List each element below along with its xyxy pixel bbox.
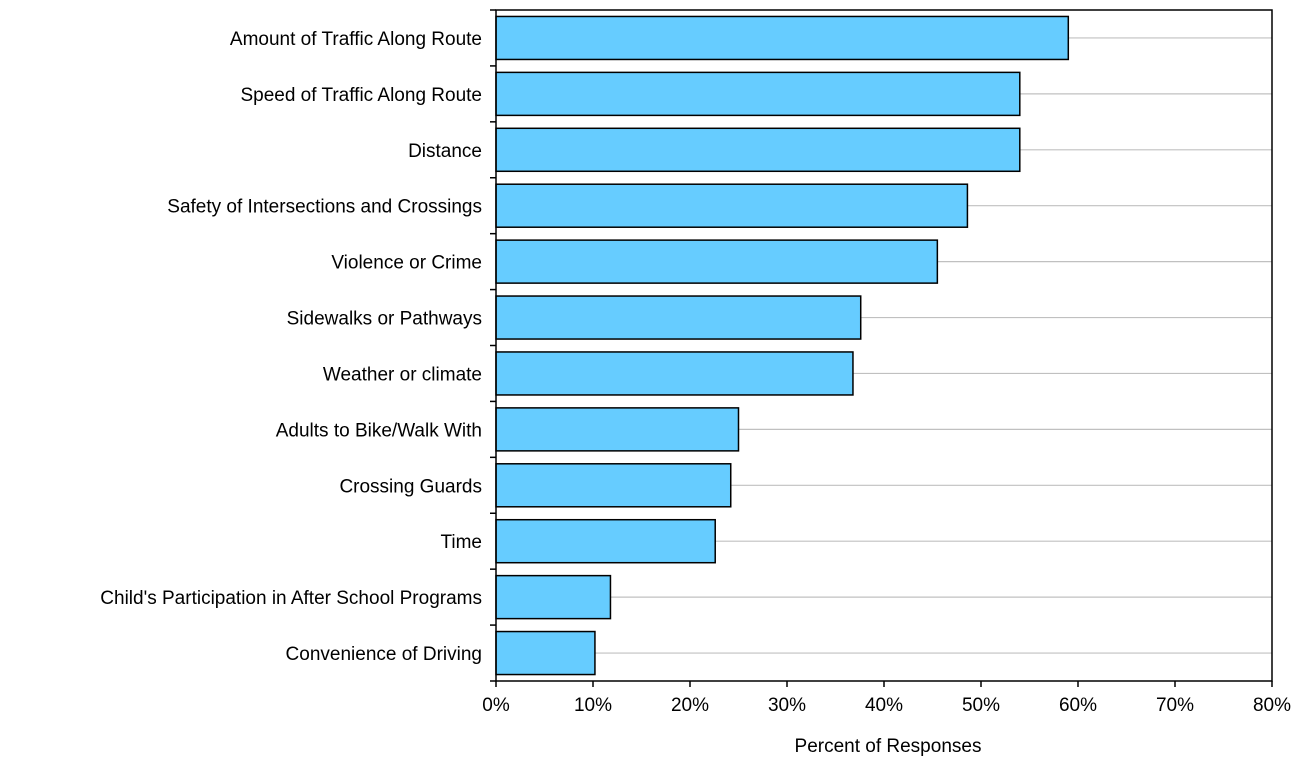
bar bbox=[495, 463, 732, 508]
category-label: Violence or Crime bbox=[331, 253, 482, 274]
label-layer: 0% 10% 20% 30% 40% 50% 60% 70% 80% Amount of Traf… bbox=[100, 29, 1291, 716]
x-tick-label: 30% bbox=[768, 695, 806, 716]
bar bbox=[495, 630, 596, 676]
x-tick-label: 20% bbox=[671, 695, 709, 716]
category-label: Sidewalks or Pathways bbox=[287, 309, 482, 330]
bar bbox=[495, 239, 939, 284]
category-label: Child's Participation in After School Pr… bbox=[100, 588, 482, 609]
x-axis-title: Percent of Responses bbox=[795, 736, 982, 757]
x-tick-label: 60% bbox=[1059, 695, 1097, 716]
x-tick-label: 70% bbox=[1156, 695, 1194, 716]
x-tick-label: 40% bbox=[865, 695, 903, 716]
axis-layer bbox=[490, 9, 1273, 687]
category-label: Speed of Traffic Along Route bbox=[240, 85, 482, 106]
category-label: Amount of Traffic Along Route bbox=[230, 29, 482, 50]
bar-layer bbox=[495, 15, 1070, 676]
category-label: Crossing Guards bbox=[339, 476, 482, 497]
category-label: Distance bbox=[408, 141, 482, 162]
bar bbox=[495, 71, 1021, 117]
category-label: Weather or climate bbox=[323, 364, 482, 385]
x-tick-label: 50% bbox=[962, 695, 1000, 716]
bar bbox=[495, 574, 612, 620]
bar bbox=[495, 127, 1021, 173]
x-tick-label: 0% bbox=[482, 695, 510, 716]
bar bbox=[495, 407, 740, 452]
bar bbox=[495, 183, 969, 228]
category-label: Adults to Bike/Walk With bbox=[276, 420, 482, 441]
bar bbox=[495, 351, 854, 396]
x-tick-label: 80% bbox=[1253, 695, 1291, 716]
category-label: Time bbox=[440, 532, 482, 553]
category-label: Convenience of Driving bbox=[286, 644, 482, 665]
category-label: Safety of Intersections and Crossings bbox=[167, 197, 482, 218]
bar bbox=[495, 518, 716, 564]
x-tick-label: 10% bbox=[574, 695, 612, 716]
bar bbox=[495, 295, 862, 340]
bar bbox=[495, 15, 1070, 61]
